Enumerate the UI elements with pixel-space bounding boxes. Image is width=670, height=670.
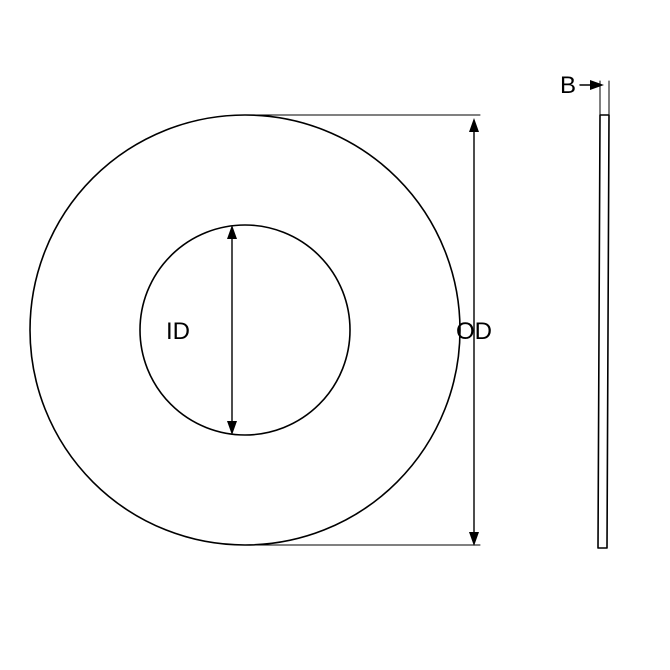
label-id: ID <box>166 318 190 346</box>
washer-diagram: OD ID B <box>0 0 670 670</box>
label-od: OD <box>456 318 492 346</box>
diagram-svg <box>0 0 670 670</box>
label-b: B <box>560 72 576 100</box>
